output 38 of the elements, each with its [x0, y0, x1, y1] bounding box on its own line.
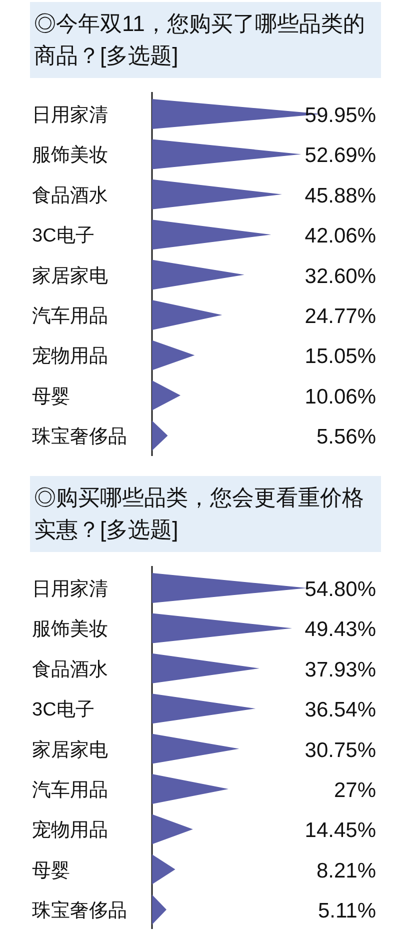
- y-tick-label: 3C电子: [32, 699, 94, 720]
- y-tick-label: 3C电子: [32, 226, 94, 247]
- data-label: 49.43%: [304, 618, 376, 641]
- y-tick-label: 汽车用品: [32, 306, 108, 327]
- y-tick-label: 日用家清: [32, 578, 108, 600]
- data-label: 42.06%: [304, 224, 376, 248]
- y-tick-label: 宠物用品: [32, 818, 108, 841]
- y-tick-label: 食品酒水: [32, 185, 108, 206]
- data-label: 59.95%: [304, 104, 376, 127]
- data-label: 37.93%: [304, 658, 376, 681]
- y-tick-label: 珠宝奢侈品: [32, 899, 127, 922]
- y-tick-label: 母婴: [32, 860, 70, 881]
- data-label: 10.06%: [304, 385, 376, 408]
- data-label: 14.45%: [304, 818, 376, 842]
- y-tick-label: 日用家清: [32, 104, 108, 126]
- y-tick-label: 珠宝奢侈品: [32, 426, 127, 448]
- y-tick-label: 家居家电: [32, 738, 108, 760]
- chart-title: ◎购买哪些品类，您会更看重价格实惠？[多选题]: [30, 476, 381, 552]
- y-tick-label: 服饰美妆: [32, 144, 108, 166]
- y-tick-label: 服饰美妆: [32, 618, 108, 640]
- data-label: 54.80%: [304, 578, 376, 601]
- data-label: 8.21%: [316, 858, 376, 882]
- data-label: 36.54%: [304, 698, 376, 722]
- y-tick-label: 母婴: [32, 386, 70, 408]
- data-label: 15.05%: [304, 345, 376, 368]
- chart-title: ◎今年双11，您购买了哪些品类的商品？[多选题]: [30, 2, 381, 78]
- data-label: 5.11%: [318, 899, 376, 922]
- data-label: 30.75%: [304, 738, 376, 762]
- y-tick-label: 汽车用品: [32, 780, 108, 801]
- y-tick-label: 宠物用品: [32, 345, 108, 368]
- data-label: 32.60%: [304, 264, 376, 288]
- y-tick-label: 食品酒水: [32, 658, 108, 680]
- data-label: 27%: [334, 778, 376, 802]
- y-tick-label: 家居家电: [32, 264, 108, 287]
- data-label: 45.88%: [304, 184, 376, 208]
- data-label: 52.69%: [304, 144, 376, 168]
- data-label: 5.56%: [316, 426, 376, 449]
- data-label: 24.77%: [304, 305, 376, 328]
